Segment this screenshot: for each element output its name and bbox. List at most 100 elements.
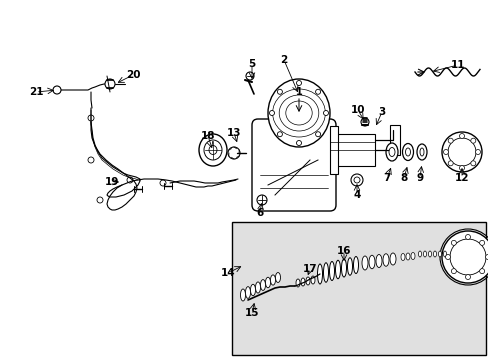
- Circle shape: [479, 240, 484, 246]
- Text: 2: 2: [280, 55, 287, 65]
- Circle shape: [441, 231, 488, 283]
- Text: 20: 20: [125, 70, 140, 80]
- Ellipse shape: [295, 279, 299, 287]
- Ellipse shape: [423, 251, 426, 257]
- Circle shape: [470, 161, 475, 166]
- Circle shape: [277, 132, 282, 137]
- Circle shape: [315, 89, 320, 94]
- Text: 13: 13: [226, 128, 241, 138]
- Circle shape: [269, 111, 274, 116]
- Text: 16: 16: [336, 246, 350, 256]
- Circle shape: [245, 72, 253, 80]
- Text: 14: 14: [220, 268, 235, 278]
- Ellipse shape: [405, 253, 409, 260]
- Circle shape: [315, 132, 320, 137]
- Ellipse shape: [208, 145, 217, 154]
- Ellipse shape: [382, 254, 388, 266]
- Ellipse shape: [310, 276, 314, 284]
- Ellipse shape: [199, 134, 226, 166]
- Circle shape: [277, 89, 282, 94]
- Ellipse shape: [329, 261, 334, 280]
- Circle shape: [323, 111, 328, 116]
- Ellipse shape: [385, 143, 397, 161]
- Ellipse shape: [375, 255, 381, 267]
- Ellipse shape: [301, 278, 305, 286]
- Circle shape: [479, 269, 484, 274]
- Circle shape: [459, 134, 464, 139]
- Ellipse shape: [427, 251, 430, 257]
- Circle shape: [465, 234, 469, 239]
- Text: 7: 7: [383, 173, 390, 183]
- Text: 10: 10: [350, 105, 365, 115]
- Ellipse shape: [240, 289, 245, 301]
- Text: 1: 1: [295, 87, 302, 97]
- Circle shape: [105, 79, 115, 89]
- Ellipse shape: [305, 277, 309, 285]
- Text: 15: 15: [244, 308, 259, 318]
- Text: 4: 4: [353, 190, 360, 200]
- Ellipse shape: [275, 273, 280, 283]
- Ellipse shape: [410, 252, 414, 260]
- Text: 5: 5: [248, 59, 255, 69]
- Circle shape: [470, 138, 475, 143]
- Bar: [329, 126, 337, 174]
- Circle shape: [450, 240, 455, 246]
- Circle shape: [445, 255, 449, 260]
- Ellipse shape: [255, 282, 260, 293]
- Ellipse shape: [323, 263, 328, 282]
- Circle shape: [459, 166, 464, 171]
- Bar: [389, 125, 399, 155]
- Text: 12: 12: [454, 173, 468, 183]
- Ellipse shape: [438, 251, 441, 257]
- Circle shape: [485, 255, 488, 260]
- Ellipse shape: [416, 144, 426, 160]
- Circle shape: [53, 86, 61, 94]
- FancyBboxPatch shape: [251, 119, 335, 211]
- Circle shape: [360, 118, 368, 126]
- Ellipse shape: [245, 287, 250, 298]
- Circle shape: [443, 149, 447, 154]
- Ellipse shape: [368, 255, 374, 269]
- Ellipse shape: [419, 148, 423, 156]
- Text: 9: 9: [416, 173, 423, 183]
- Ellipse shape: [361, 256, 367, 270]
- Circle shape: [474, 149, 480, 154]
- Ellipse shape: [341, 259, 346, 277]
- Ellipse shape: [400, 253, 404, 261]
- Circle shape: [350, 174, 362, 186]
- Text: 19: 19: [104, 177, 119, 187]
- Ellipse shape: [402, 144, 413, 161]
- Ellipse shape: [317, 264, 322, 284]
- Ellipse shape: [353, 256, 358, 274]
- Ellipse shape: [388, 148, 394, 157]
- Bar: [231, 222, 485, 355]
- Circle shape: [296, 81, 301, 86]
- Ellipse shape: [265, 277, 270, 288]
- Ellipse shape: [347, 258, 352, 275]
- Text: 21: 21: [29, 87, 43, 97]
- Bar: [332, 134, 374, 166]
- Ellipse shape: [267, 79, 329, 147]
- Circle shape: [450, 269, 455, 274]
- Text: 8: 8: [400, 173, 407, 183]
- Text: 17: 17: [302, 264, 317, 274]
- Ellipse shape: [260, 280, 265, 291]
- Ellipse shape: [443, 251, 446, 257]
- Circle shape: [257, 195, 266, 205]
- Ellipse shape: [389, 253, 395, 265]
- Circle shape: [447, 138, 452, 143]
- Text: 18: 18: [201, 131, 215, 141]
- Ellipse shape: [270, 275, 275, 285]
- Text: 11: 11: [450, 60, 464, 70]
- Ellipse shape: [433, 251, 436, 257]
- Text: 6: 6: [256, 208, 263, 218]
- Ellipse shape: [335, 260, 340, 279]
- Circle shape: [353, 177, 359, 183]
- Ellipse shape: [250, 284, 255, 296]
- Text: 3: 3: [378, 107, 385, 117]
- Circle shape: [296, 140, 301, 145]
- Circle shape: [465, 275, 469, 279]
- Ellipse shape: [405, 148, 409, 156]
- Ellipse shape: [203, 140, 222, 160]
- Circle shape: [441, 132, 481, 172]
